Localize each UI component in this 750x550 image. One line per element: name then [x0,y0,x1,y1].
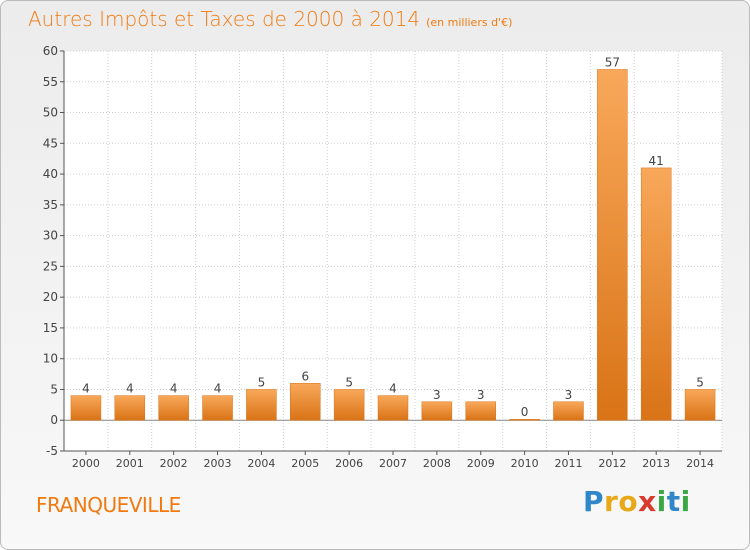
chart-subtitle: (en milliers d'€) [426,16,513,29]
bar [640,167,672,421]
bar [158,395,189,421]
grid-lines [63,50,723,452]
data-labels: 4 4 4 4 5 6 5 4 3 3 0 3 57 41 5 [82,55,704,419]
y-tick-label: 30 [43,229,58,243]
y-tick-label: 60 [43,44,58,58]
y-tick-label: 0 [50,413,58,427]
logo-letter: i [656,485,667,518]
y-tick-label: 40 [43,167,58,181]
bars [70,69,716,421]
y-tick-label: 50 [43,106,58,120]
x-tick-label: 2014 [686,457,714,470]
y-tick-label: 35 [43,198,58,212]
y-tick-label: 10 [43,352,58,366]
logo-letter: i [680,485,691,518]
x-tick-label: 2004 [247,457,275,470]
bar [465,401,496,421]
data-label: 3 [565,388,573,402]
bar [70,395,102,421]
data-label: 3 [477,388,485,402]
data-label: 6 [301,369,309,383]
x-tick-label: 2009 [467,457,495,470]
logo-letter: x [638,485,657,518]
logo-letter: r [604,485,619,518]
logo-letter: P [583,485,605,518]
x-tick-label: 2005 [291,457,319,470]
logo-letter: o [618,485,639,518]
x-tick-label: 2011 [554,457,582,470]
bar [684,389,716,421]
x-tick-label: 2001 [116,457,144,470]
bar [333,389,365,421]
y-tick-label: 15 [43,321,58,335]
data-label: 4 [82,382,90,396]
y-tick-label: 45 [43,136,58,150]
data-label: 3 [433,388,441,402]
x-tick-label: 2003 [204,457,232,470]
bar [597,69,628,421]
bar [246,389,277,421]
data-label: 41 [649,154,664,168]
data-label: 57 [605,55,620,69]
bar [202,395,233,421]
y-tick-label: 20 [43,290,58,304]
data-label: 4 [170,382,178,396]
title-row: Autres Impôts et Taxes de 2000 à 2014 (en… [28,7,512,31]
data-label: 5 [345,375,353,389]
x-tick-label: 2012 [598,457,626,470]
chart-title: Autres Impôts et Taxes de 2000 à 2014 [28,7,421,31]
logo-letter: t [666,485,681,518]
data-label: 5 [696,375,704,389]
data-label: 5 [258,375,266,389]
bar [377,395,409,421]
bar [553,401,584,421]
bar [290,383,321,421]
x-tick-label: 2007 [379,457,407,470]
bar [509,418,540,421]
x-tick-label: 2008 [423,457,451,470]
x-tick-label: 2000 [72,457,100,470]
y-tick-label: 5 [50,382,58,396]
data-label: 0 [521,405,529,419]
data-label: 4 [126,382,134,396]
data-label: 4 [389,382,397,396]
x-tick-label: 2006 [335,457,363,470]
y-tick-label: 55 [43,75,58,89]
x-tick-label: 2002 [160,457,188,470]
x-tick-label: 2013 [642,457,670,470]
bar [114,395,146,421]
proxiti-logo: Proxiti [583,485,691,518]
town-name: FRANQUEVILLE [36,493,181,517]
x-tick-label: 2010 [511,457,539,470]
y-tick-label: 25 [43,259,58,273]
bar [421,401,453,421]
data-label: 4 [214,382,222,396]
y-tick-label: -5 [46,444,58,458]
